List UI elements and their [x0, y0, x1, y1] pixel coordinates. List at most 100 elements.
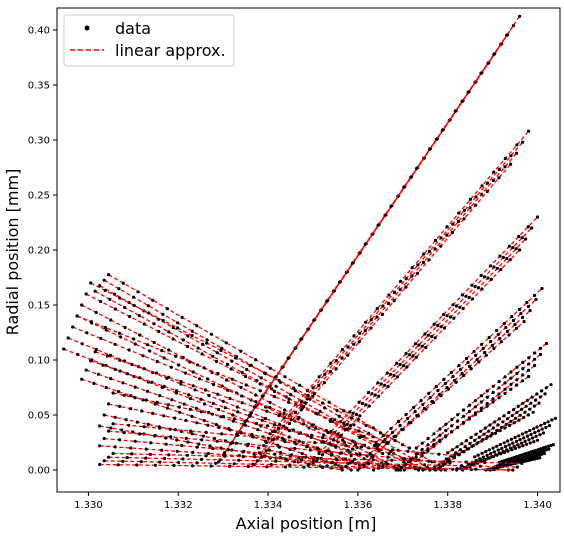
data-point [464, 439, 469, 443]
legend: data linear approx. [63, 14, 235, 67]
data-point [235, 433, 239, 437]
data-point [265, 409, 269, 413]
data-point [349, 468, 353, 472]
data-point [254, 393, 258, 397]
data-point [497, 386, 501, 390]
data-point [448, 315, 452, 319]
data-point [490, 343, 494, 348]
data-point [277, 413, 281, 418]
data-point [317, 383, 321, 387]
data-point [208, 444, 212, 448]
data-point [296, 417, 300, 421]
data-point [299, 458, 303, 462]
data-point [221, 414, 225, 419]
data-point [214, 461, 218, 465]
data-point [289, 418, 293, 422]
y-tick-label: 0.10 [28, 356, 50, 367]
data-point [392, 373, 396, 378]
data-point [349, 454, 353, 458]
data-point [438, 433, 442, 437]
data-point [158, 394, 162, 398]
data-point [245, 367, 249, 372]
data-point [526, 413, 531, 417]
data-point [371, 458, 375, 462]
data-point [520, 461, 524, 465]
data-point [401, 364, 406, 368]
data-point [113, 445, 117, 449]
data-point [505, 417, 510, 421]
data-point [321, 401, 325, 405]
data-point [376, 381, 380, 385]
data-point [113, 342, 117, 346]
data-point [246, 442, 250, 446]
data-point [494, 453, 498, 457]
data-point [456, 413, 460, 417]
data-point [200, 438, 204, 442]
data-point [240, 370, 244, 375]
data-point [161, 318, 165, 323]
data-point [162, 414, 166, 418]
data-point [407, 446, 412, 450]
data-point [422, 463, 427, 467]
data-point [155, 359, 159, 364]
data-point [167, 375, 171, 379]
data-point [318, 409, 322, 413]
data-point [184, 436, 188, 440]
data-point [203, 402, 207, 406]
data-point [339, 451, 343, 455]
data-point [449, 370, 453, 375]
data-point [519, 311, 523, 316]
data-point [201, 434, 205, 438]
data-point [277, 378, 281, 383]
data-point [371, 435, 375, 439]
data-point [89, 359, 93, 363]
data-point [286, 400, 291, 404]
data-point [373, 393, 377, 397]
data-point [180, 444, 184, 448]
data-point [162, 456, 166, 461]
data-point [102, 278, 106, 282]
data-point [477, 360, 481, 364]
data-point [497, 167, 501, 172]
data-point [553, 416, 558, 420]
data-point [502, 441, 506, 445]
data-point [277, 445, 281, 449]
data-point [442, 312, 446, 317]
data-point [323, 372, 327, 376]
data-point [130, 362, 134, 367]
data-point [399, 279, 403, 283]
data-point [104, 328, 108, 332]
data-point [292, 386, 296, 390]
data-point [450, 230, 454, 235]
data-point [244, 374, 248, 379]
data-point [551, 443, 555, 447]
data-point [179, 382, 183, 386]
data-point [457, 453, 461, 457]
data-point [125, 456, 129, 460]
data-point [138, 333, 142, 337]
data-point [399, 465, 403, 470]
data-point [437, 452, 441, 456]
data-point [262, 444, 266, 448]
data-point [520, 236, 524, 240]
data-point [497, 379, 501, 384]
data-point [135, 420, 139, 424]
data-point [168, 427, 172, 431]
data-point [490, 454, 494, 459]
data-point [189, 429, 193, 433]
data-point [539, 447, 543, 451]
data-point [491, 426, 495, 430]
data-point [101, 363, 105, 367]
data-point [509, 382, 513, 387]
data-point [374, 442, 378, 446]
data-point [450, 417, 454, 422]
data-point [485, 389, 489, 393]
data-point [260, 418, 264, 422]
data-point [501, 449, 505, 454]
data-point [107, 402, 111, 406]
data-point [483, 350, 487, 355]
data-point [379, 382, 383, 386]
data-point [199, 397, 203, 401]
data-point [125, 372, 129, 376]
data-point [535, 454, 539, 458]
